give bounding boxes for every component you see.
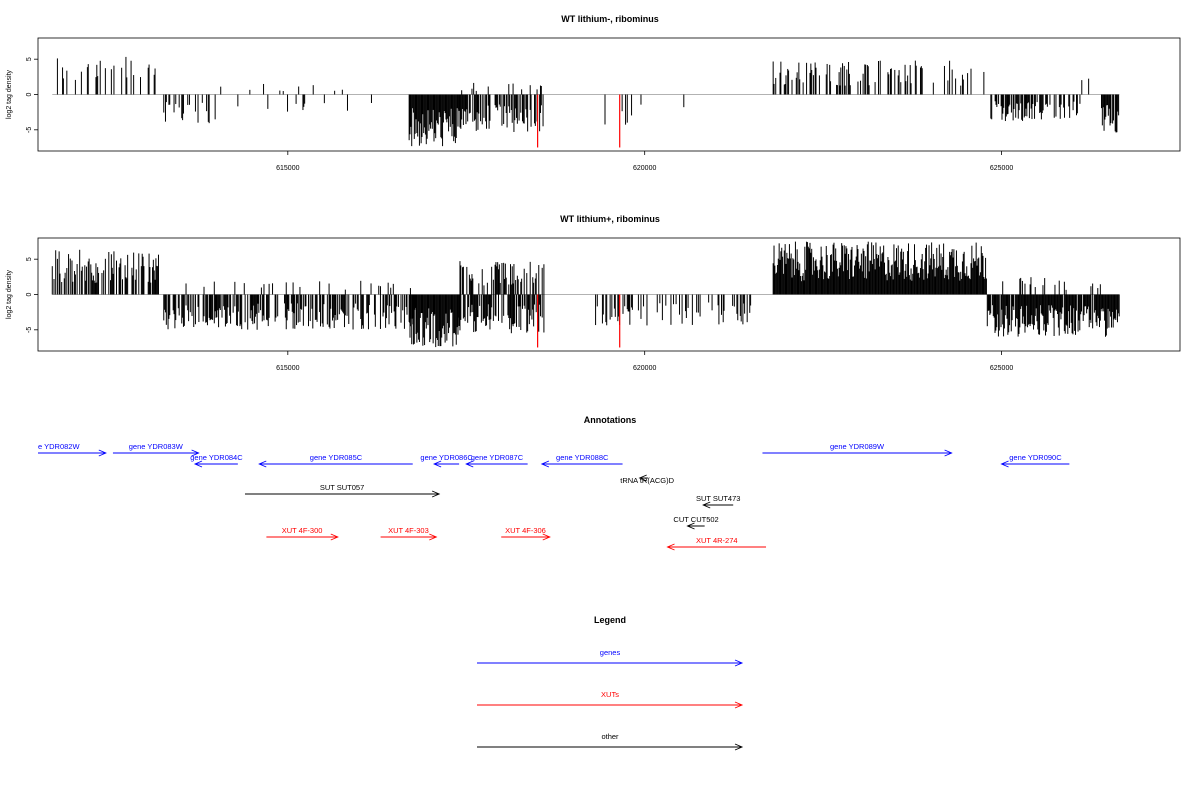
feature-label: tRNA tR(ACG)D bbox=[620, 476, 674, 485]
y-tick-label: 0 bbox=[26, 92, 33, 96]
feature-label: gene YDR086C bbox=[420, 453, 473, 462]
feature-arrowhead bbox=[193, 460, 203, 468]
feature-arrowhead bbox=[944, 449, 953, 457]
feature-label: SUT SUT057 bbox=[320, 483, 364, 492]
x-tick-label: 620000 bbox=[633, 165, 656, 172]
feature-gene: gene YDR086C bbox=[420, 453, 473, 468]
annotations-panel: Annotations e YDR082W gene YDR083W gene YDR… bbox=[38, 415, 1070, 551]
track-panel-2: WT lithium+, ribominus -5 0 5 log2 tag densi… bbox=[6, 214, 1181, 372]
track-title: WT lithium+, ribominus bbox=[560, 214, 660, 224]
feature-label: gene YDR090C bbox=[1009, 453, 1062, 462]
feature-arrowhead bbox=[191, 449, 200, 457]
feature-arrowhead bbox=[431, 490, 441, 498]
y-tick-label: -5 bbox=[26, 127, 33, 133]
feature-label: XUT 4F-303 bbox=[388, 526, 429, 535]
y-tick-label: 0 bbox=[26, 292, 33, 296]
track-panel-1: WT lithium-, ribominus -5 0 5 log2 tag densi… bbox=[6, 14, 1181, 172]
legend-label: XUTs bbox=[601, 690, 619, 699]
feature-arrowhead bbox=[734, 659, 744, 667]
feature-arrowhead bbox=[734, 743, 744, 751]
feature-XUT: XUT 4R-274 bbox=[666, 536, 767, 551]
feature-arrowhead bbox=[1000, 460, 1009, 468]
feature-other: SUT SUT057 bbox=[244, 483, 441, 498]
feature-label: XUT 4F-300 bbox=[282, 526, 323, 535]
feature-label: e YDR082W bbox=[38, 442, 80, 451]
feature-label: gene YDR087C bbox=[471, 453, 524, 462]
feature-gene: e YDR082W bbox=[38, 442, 107, 457]
feature-label: gene YDR085C bbox=[310, 453, 363, 462]
feature-label: CUT CUT502 bbox=[673, 515, 718, 524]
feature-arrowhead bbox=[540, 460, 550, 468]
feature-gene: gene YDR089W bbox=[762, 442, 953, 457]
feature-arrowhead bbox=[330, 533, 339, 541]
feature-gene: gene YDR088C bbox=[540, 453, 623, 468]
feature-arrowhead bbox=[542, 533, 551, 541]
legend-label: genes bbox=[600, 648, 621, 657]
feature-arrowhead bbox=[666, 543, 675, 551]
feature-label: gene YDR088C bbox=[556, 453, 609, 462]
feature-gene: gene YDR087C bbox=[465, 453, 528, 468]
feature-XUT: XUT 4F-306 bbox=[501, 526, 551, 541]
feature-label: gene YDR089W bbox=[830, 442, 885, 451]
y-tick-label: 5 bbox=[26, 57, 33, 61]
legend-panel: Legend genes XUTs other bbox=[477, 615, 744, 751]
feature-arrowhead bbox=[702, 501, 711, 509]
legend-label: other bbox=[601, 732, 619, 741]
feature-other: CUT CUT502 bbox=[673, 515, 719, 530]
legend-title: Legend bbox=[594, 615, 626, 625]
x-tick-label: 625000 bbox=[990, 165, 1013, 172]
feature-gene: gene YDR083W bbox=[112, 442, 200, 457]
density-bars bbox=[56, 56, 1120, 147]
feature-gene: gene YDR085C bbox=[258, 453, 413, 468]
feature-arrowhead bbox=[432, 460, 442, 468]
legend-entry: other bbox=[477, 732, 744, 751]
feature-other: tRNA tR(ACG)D bbox=[620, 474, 675, 485]
density-bars bbox=[51, 241, 1120, 348]
feature-arrowhead bbox=[465, 460, 474, 468]
track-title: WT lithium-, ribominus bbox=[561, 14, 659, 24]
feature-XUT: XUT 4F-300 bbox=[266, 526, 339, 541]
feature-XUT: XUT 4F-303 bbox=[380, 526, 438, 541]
feature-arrowhead bbox=[734, 701, 744, 709]
feature-label: XUT 4F-306 bbox=[505, 526, 546, 535]
x-tick-label: 625000 bbox=[990, 365, 1013, 372]
x-tick-label: 620000 bbox=[633, 365, 656, 372]
feature-other: SUT SUT473 bbox=[696, 494, 740, 509]
feature-arrowhead bbox=[638, 474, 647, 482]
y-tick-label: -5 bbox=[26, 327, 33, 333]
legend-entry: genes bbox=[477, 648, 744, 667]
feature-label: XUT 4R-274 bbox=[696, 536, 738, 545]
annotations-title: Annotations bbox=[584, 415, 637, 425]
y-axis-label: log2 tag density bbox=[6, 269, 13, 319]
x-tick-label: 615000 bbox=[276, 165, 299, 172]
feature-gene: gene YDR084C bbox=[190, 453, 243, 468]
legend-entry: XUTs bbox=[477, 690, 744, 709]
feature-arrowhead bbox=[98, 449, 107, 457]
feature-arrowhead bbox=[429, 533, 438, 541]
feature-arrowhead bbox=[686, 522, 695, 530]
x-tick-label: 615000 bbox=[276, 365, 299, 372]
y-axis-label: log2 tag density bbox=[6, 69, 13, 119]
feature-gene: gene YDR090C bbox=[1000, 453, 1070, 468]
y-tick-label: 5 bbox=[26, 257, 33, 261]
feature-label: SUT SUT473 bbox=[696, 494, 740, 503]
feature-label: gene YDR083W bbox=[129, 442, 184, 451]
feature-arrowhead bbox=[258, 460, 267, 468]
feature-label: gene YDR084C bbox=[190, 453, 243, 462]
